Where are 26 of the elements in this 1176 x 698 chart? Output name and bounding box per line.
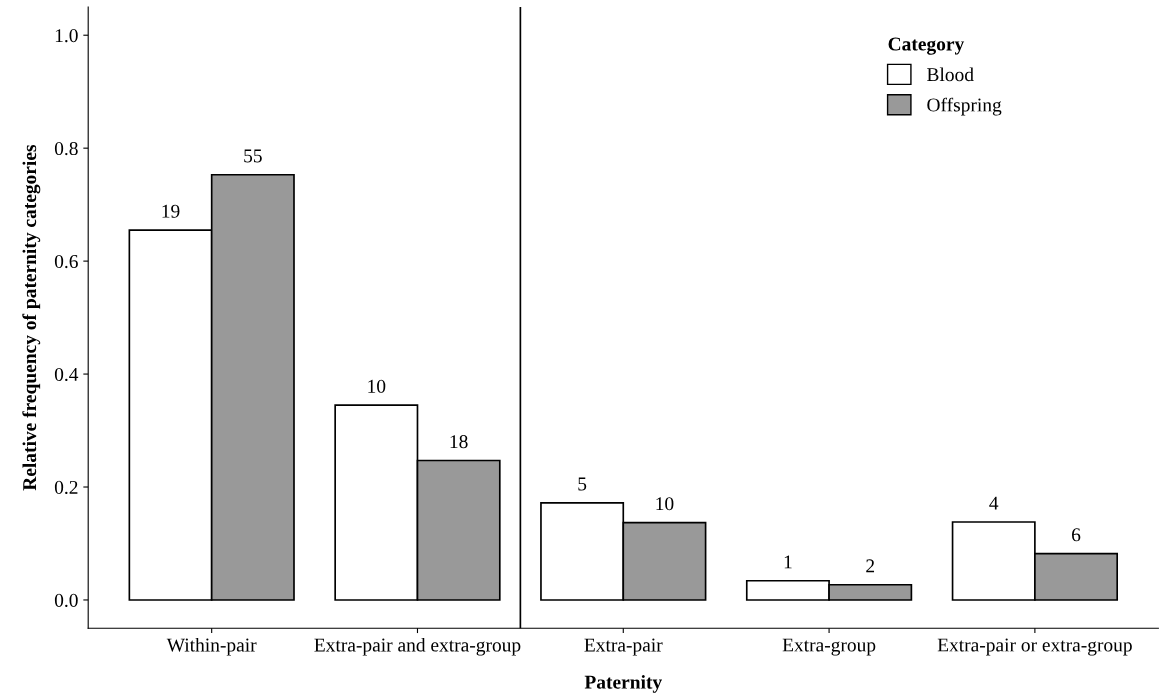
annotation: 19 <box>162 204 180 218</box>
legend-label: Blood <box>927 67 974 82</box>
x-tick-label: Extra-pair <box>584 638 663 656</box>
legend-label: Offspring <box>927 97 1002 116</box>
x-tick-label: Extra-pair or extra-group <box>937 638 1132 656</box>
annotation: 18 <box>450 435 468 449</box>
annotation: 1 <box>784 555 792 569</box>
y-axis-title: Relative frequency of paternity categories <box>22 144 41 491</box>
annotation: 2 <box>866 559 875 573</box>
y-tick-label: 0.6 <box>54 254 78 269</box>
y-tick-label: 0.8 <box>54 141 78 156</box>
annotation: 55 <box>244 149 262 163</box>
x-tick-label: Within-pair <box>166 637 257 656</box>
x-axis-title: Paternity <box>584 675 662 693</box>
legend-title: Category <box>888 37 965 55</box>
x-tick-label: Extra-group <box>782 638 876 656</box>
y-tick-label: 1.0 <box>55 29 78 43</box>
y-tick-label: 0.4 <box>54 367 79 382</box>
y-tick-label: 0.2 <box>54 480 78 495</box>
annotation: 4 <box>989 496 999 510</box>
annotation: 10 <box>368 379 386 393</box>
x-tick-label: Extra-pair and extra-group <box>314 637 521 656</box>
y-tick-label: 0.0 <box>54 593 78 607</box>
annotation: 5 <box>578 477 587 491</box>
annotation: 6 <box>1072 528 1081 542</box>
annotation: 10 <box>656 497 674 511</box>
